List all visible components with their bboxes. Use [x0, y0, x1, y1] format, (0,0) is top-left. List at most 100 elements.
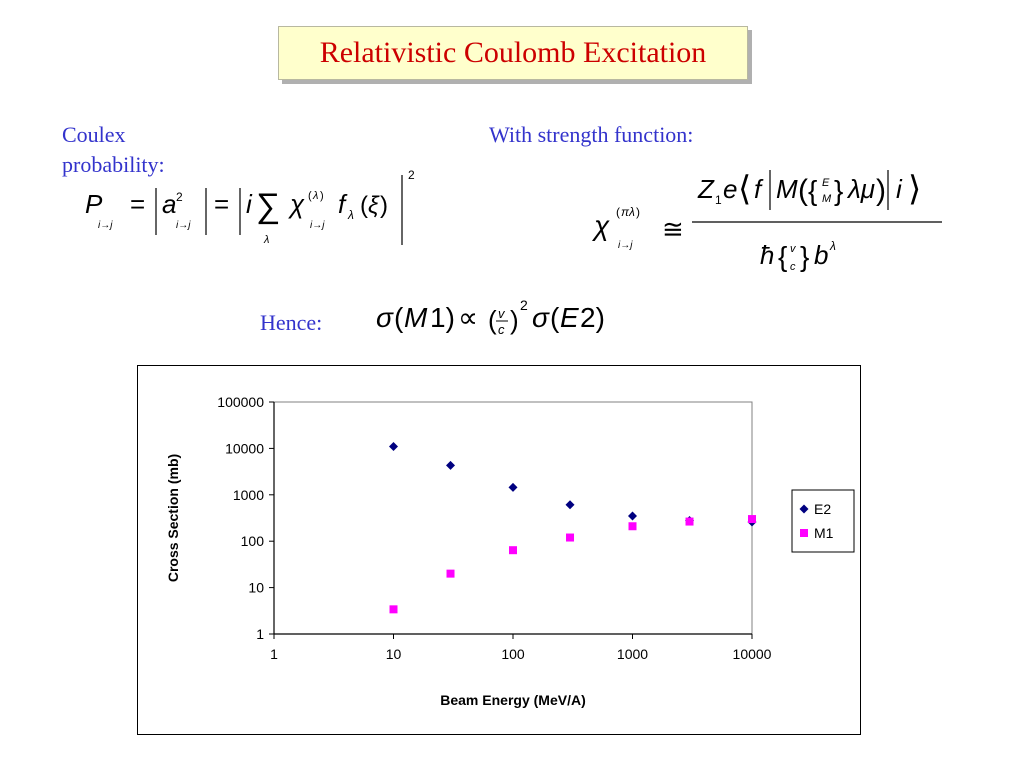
x-tick-label: 1 — [270, 646, 278, 662]
svg-text:Z: Z — [697, 174, 715, 204]
svg-text:i→j: i→j — [98, 220, 113, 231]
svg-text:⟩: ⟩ — [908, 170, 921, 208]
plot-area — [273, 401, 753, 635]
slide-title: Relativistic Coulomb Excitation — [319, 36, 707, 69]
coulex-label: Coulex probability: — [62, 122, 165, 177]
svg-text:v: v — [790, 243, 797, 255]
svg-text:λμ: λμ — [846, 174, 875, 204]
legend-box — [791, 489, 855, 553]
svg-text:(: ( — [308, 190, 312, 202]
svg-text:): ) — [876, 174, 886, 207]
svg-text:2: 2 — [176, 190, 183, 204]
svg-text:(: ( — [360, 192, 368, 219]
data-point-m1 — [628, 522, 637, 531]
svg-text:i: i — [896, 174, 903, 204]
svg-text:{: { — [808, 175, 817, 206]
hence-equation: σ ( M 1) ∝ ( v c ) 2 σ ( E 2) — [376, 297, 605, 337]
data-point-m1 — [566, 533, 575, 542]
y-tick-label: 100000 — [217, 394, 264, 410]
svg-text:ξ: ξ — [368, 192, 380, 219]
y-tick-label: 10000 — [225, 440, 264, 456]
svg-text:a: a — [162, 189, 176, 219]
y-tick-label: 1 — [256, 626, 264, 642]
strength-function-equation: χ ( πλ ) i→j ≅ Z 1 e ⟨ f M ( { E M } λμ … — [592, 170, 942, 273]
data-point-m1 — [389, 605, 398, 614]
svg-text:σ: σ — [532, 302, 550, 333]
chart-frame: 1 10 100 1000 10000 1 10 100 1000 10000 100000 Cro… — [137, 365, 861, 735]
svg-text:χ: χ — [288, 189, 305, 219]
svg-text:≅: ≅ — [662, 214, 684, 244]
svg-text:e: e — [723, 174, 737, 204]
x-tick-label: 10000 — [733, 646, 772, 662]
svg-text:σ: σ — [376, 302, 394, 333]
svg-text:M: M — [404, 302, 428, 333]
svg-text:i→j: i→j — [176, 220, 191, 231]
legend-label-m1: M1 — [814, 525, 834, 541]
svg-text:1: 1 — [715, 193, 722, 207]
data-point-e2 — [508, 482, 518, 492]
svg-text:(: ( — [550, 302, 560, 333]
svg-text:M: M — [822, 193, 832, 205]
svg-text:f: f — [754, 174, 764, 204]
svg-text:λ: λ — [347, 208, 354, 222]
data-point-e2 — [389, 441, 398, 451]
svg-text:∝: ∝ — [458, 302, 478, 333]
hence-label: Hence: — [260, 310, 323, 335]
x-axis-label: Beam Energy (MeV/A) — [440, 692, 585, 708]
y-tick-label: 10 — [248, 580, 264, 596]
svg-text:1): 1) — [430, 302, 455, 333]
x-tick-label: 10 — [386, 646, 402, 662]
data-point-m1 — [685, 517, 694, 526]
svg-text:2: 2 — [408, 168, 415, 182]
svg-text:M: M — [776, 174, 798, 204]
svg-text:λ: λ — [312, 190, 318, 202]
svg-text:=: = — [214, 189, 229, 219]
svg-text:λ: λ — [829, 239, 836, 253]
svg-text:(: ( — [798, 174, 808, 207]
svg-text:ħ: ħ — [760, 240, 774, 270]
data-point-m1 — [509, 546, 517, 555]
svg-text:): ) — [636, 205, 640, 219]
svg-text:f: f — [338, 189, 348, 219]
svg-text:(: ( — [488, 305, 497, 335]
y-tick-label: 100 — [241, 533, 265, 549]
title-box: Relativistic Coulomb Excitation — [278, 26, 748, 80]
svg-text:λ: λ — [263, 234, 269, 246]
svg-text:v: v — [498, 306, 506, 321]
svg-text:): ) — [320, 190, 324, 202]
y-axis-label: Cross Section (mb) — [165, 454, 181, 582]
svg-text:∑: ∑ — [256, 187, 280, 225]
svg-text:{: { — [778, 241, 787, 272]
svg-text:}: } — [800, 241, 809, 272]
legend: E2 M1 — [791, 489, 855, 553]
svg-text:πλ: πλ — [621, 205, 635, 219]
svg-text:E: E — [560, 302, 579, 333]
svg-text:P: P — [85, 189, 103, 219]
svg-text:2: 2 — [520, 297, 528, 313]
svg-text:=: = — [130, 189, 145, 219]
legend-marker-e2 — [799, 504, 809, 514]
svg-text:): ) — [380, 192, 388, 219]
data-point-e2 — [628, 511, 637, 521]
y-tick-label: 1000 — [233, 487, 264, 503]
svg-text:}: } — [834, 175, 843, 206]
data-point-m1 — [748, 515, 756, 524]
svg-text:): ) — [510, 305, 519, 335]
x-tick-label: 100 — [501, 646, 525, 662]
x-tick-label: 1000 — [617, 646, 648, 662]
data-point-e2 — [446, 460, 456, 470]
legend-marker-m1 — [800, 529, 808, 537]
svg-text:(: ( — [616, 205, 620, 219]
svg-text:(: ( — [394, 302, 404, 333]
coulex-equation: P i→j = a 2 i→j = i ∑ λ χ ( λ ) i→j f λ … — [85, 168, 415, 246]
svg-text:2): 2) — [580, 302, 605, 333]
data-point-m1 — [446, 569, 455, 578]
svg-text:i→j: i→j — [618, 240, 633, 251]
svg-text:i→j: i→j — [310, 220, 325, 231]
svg-text:b: b — [814, 240, 828, 270]
svg-text:E: E — [822, 177, 830, 189]
svg-text:⟨: ⟨ — [738, 170, 751, 208]
strength-label: With strength function: — [489, 122, 694, 147]
svg-text:χ: χ — [592, 210, 610, 241]
cross-section-chart: 1 10 100 1000 10000 1 10 100 1000 10000 100000 Cro… — [165, 394, 855, 708]
